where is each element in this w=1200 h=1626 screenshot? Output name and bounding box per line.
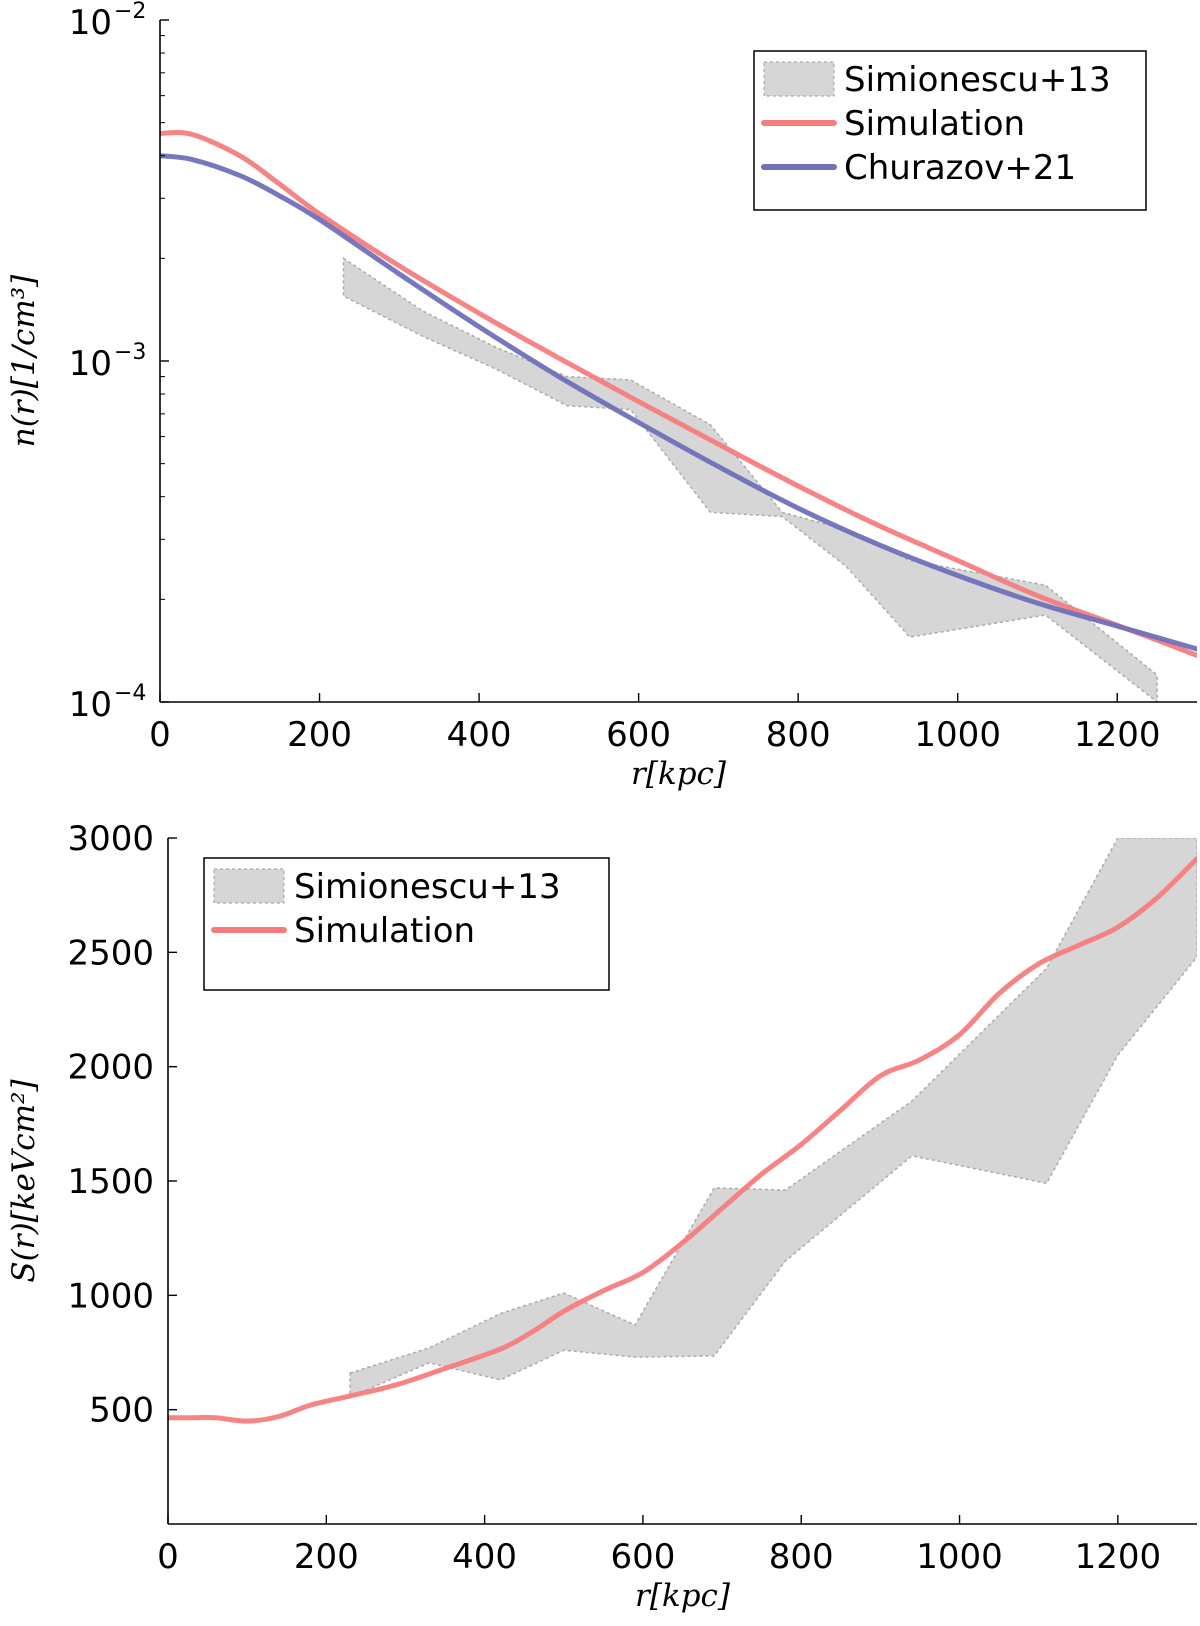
- y-tick-label: 2500: [67, 933, 154, 973]
- band-simionescu: [342, 256, 1158, 702]
- y-tick-label: 1500: [67, 1162, 154, 1202]
- x-tick-label: 800: [769, 1537, 834, 1577]
- y-tick-label: 3000: [67, 819, 154, 859]
- series-line-simulation: [168, 856, 1197, 1424]
- plot-area: [160, 129, 1197, 702]
- legend-swatch-band: [213, 868, 285, 904]
- legend-label: Simulation: [844, 104, 1025, 144]
- x-tick-label: 1000: [916, 1537, 1003, 1577]
- x-tick-label: 1200: [1074, 715, 1161, 755]
- x-tick-label: 0: [157, 1537, 179, 1577]
- series-line-simulation: [160, 129, 1197, 658]
- x-tick-label: 200: [294, 1537, 359, 1577]
- x-axis-title: r[kpc]: [635, 1578, 731, 1614]
- y-tick-label: 1000: [67, 1276, 154, 1316]
- y-tick-exponent: −4: [114, 681, 146, 706]
- y-axis-title: n(r)[1/cm³]: [6, 274, 42, 447]
- y-tick-label: 10: [69, 3, 112, 43]
- x-axis-title: r[kpc]: [631, 756, 727, 792]
- y-tick-exponent: −3: [114, 340, 146, 365]
- legend-label: Simionescu+13: [844, 60, 1111, 100]
- plot-area: [168, 838, 1197, 1424]
- y-axis-title: S(r)[keVcm²]: [6, 1079, 42, 1283]
- y-tick-label: 10: [69, 344, 112, 384]
- y-tick-label: 500: [89, 1391, 154, 1431]
- band-simionescu: [349, 838, 1197, 1399]
- entropy-chart: 0 200 400 600 800 1000 1200 500 1000 1500 2000 2500…: [6, 819, 1197, 1614]
- legend-label: Churazov+21: [844, 148, 1076, 188]
- x-tick-label: 200: [287, 715, 352, 755]
- x-tick-label: 0: [149, 715, 171, 755]
- legend-swatch-band: [763, 61, 835, 97]
- x-tick-label: 600: [610, 1537, 675, 1577]
- x-tick-label: 1200: [1075, 1537, 1162, 1577]
- x-tick-label: 1000: [914, 715, 1001, 755]
- x-tick-label: 800: [766, 715, 831, 755]
- x-tick-label: 400: [447, 715, 512, 755]
- y-tick-label: 2000: [67, 1048, 154, 1088]
- legend-label: Simionescu+13: [294, 867, 561, 907]
- x-tick-label: 400: [452, 1537, 517, 1577]
- legend-label: Simulation: [294, 911, 475, 951]
- x-tick-label: 600: [606, 715, 671, 755]
- series-line-churazov-21: [160, 153, 1197, 652]
- y-tick-label: 10: [69, 685, 112, 725]
- y-tick-exponent: −2: [114, 0, 146, 24]
